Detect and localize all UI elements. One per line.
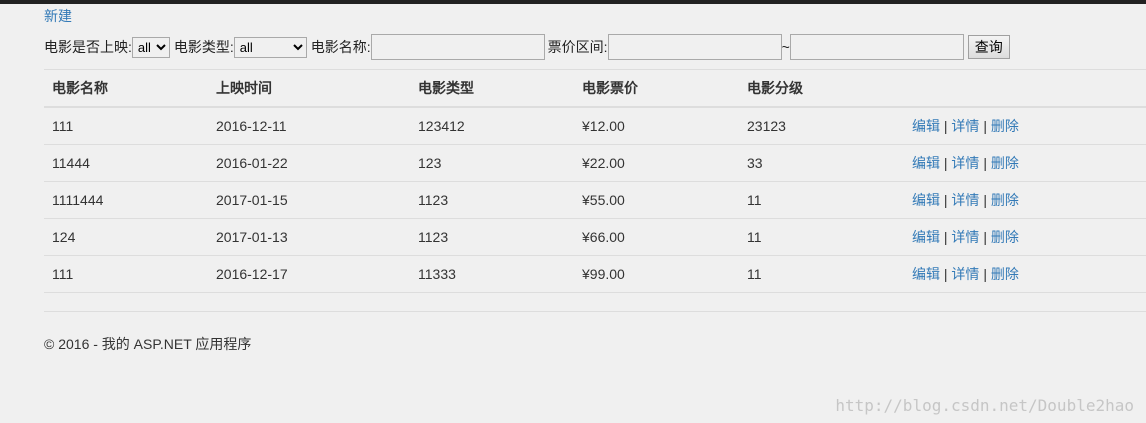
edit-link[interactable]: 编辑 <box>912 155 940 171</box>
table-row: 124 2017-01-13 1123 ¥66.00 11 编辑 | 详情 | 删除 <box>44 218 1146 256</box>
col-date: 上映时间 <box>208 69 410 108</box>
cell-actions: 编辑 | 详情 | 删除 <box>904 107 1146 145</box>
details-link[interactable]: 详情 <box>951 155 980 171</box>
edit-link[interactable]: 编辑 <box>912 266 940 282</box>
separator: | <box>943 192 948 208</box>
delete-link[interactable]: 删除 <box>990 192 1019 208</box>
cell-rating: 11 <box>739 218 904 256</box>
separator: | <box>943 229 948 245</box>
table-row: 1111444 2017-01-15 1123 ¥55.00 11 编辑 | 详情 | 删… <box>44 181 1146 219</box>
delete-link[interactable]: 删除 <box>990 155 1019 171</box>
cell-name: 1111444 <box>44 181 208 219</box>
edit-link[interactable]: 编辑 <box>912 192 940 208</box>
movie-table: 电影名称 上映时间 电影类型 电影票价 电影分级 111 2016-12-11 12… <box>44 69 1146 293</box>
separator: | <box>983 118 987 134</box>
cell-name: 124 <box>44 218 208 256</box>
name-input[interactable] <box>370 34 545 60</box>
price-min-input[interactable] <box>607 34 782 60</box>
search-button[interactable]: 查询 <box>967 35 1010 59</box>
filter-bar: 电影是否上映: all 电影类型: all 电影名称: 票价区间: ~ 查询 <box>44 34 1010 60</box>
cell-actions: 编辑 | 详情 | 删除 <box>904 181 1146 219</box>
cell-rating: 23123 <box>739 107 904 145</box>
cell-type: 11333 <box>410 255 574 293</box>
cell-date: 2017-01-15 <box>208 181 410 219</box>
footer-divider <box>44 311 1146 312</box>
cell-price: ¥66.00 <box>574 218 739 256</box>
new-link[interactable]: 新建 <box>44 8 72 24</box>
cell-price: ¥12.00 <box>574 107 739 145</box>
cell-date: 2016-12-17 <box>208 255 410 293</box>
cell-price: ¥22.00 <box>574 144 739 182</box>
cell-type: 1123 <box>410 181 574 219</box>
cell-actions: 编辑 | 详情 | 删除 <box>904 255 1146 293</box>
top-bar <box>0 0 1146 4</box>
cell-price: ¥55.00 <box>574 181 739 219</box>
edit-link[interactable]: 编辑 <box>912 118 940 134</box>
details-link[interactable]: 详情 <box>951 266 980 282</box>
details-link[interactable]: 详情 <box>951 229 980 245</box>
cell-date: 2016-12-11 <box>208 107 410 145</box>
details-link[interactable]: 详情 <box>951 192 980 208</box>
price-separator: ~ <box>781 39 790 55</box>
separator: | <box>943 155 948 171</box>
price-max-input[interactable] <box>789 34 964 60</box>
table-header: 电影名称 上映时间 电影类型 电影票价 电影分级 <box>44 69 1146 108</box>
footer: © 2016 - 我的 ASP.NET 应用程序 <box>44 336 252 352</box>
col-actions <box>904 69 1146 108</box>
cell-actions: 编辑 | 详情 | 删除 <box>904 144 1146 182</box>
price-label: 票价区间: <box>547 39 608 55</box>
table-row: 111 2016-12-17 11333 ¥99.00 11 编辑 | 详情 | 删除 <box>44 255 1146 293</box>
type-label: 电影类型: <box>173 39 234 55</box>
released-select[interactable]: all <box>131 36 170 58</box>
col-type: 电影类型 <box>410 69 574 108</box>
col-price: 电影票价 <box>574 69 739 108</box>
details-link[interactable]: 详情 <box>951 118 980 134</box>
col-rating: 电影分级 <box>739 69 904 108</box>
edit-link[interactable]: 编辑 <box>912 229 940 245</box>
released-label: 电影是否上映: <box>44 39 132 55</box>
delete-link[interactable]: 删除 <box>990 266 1019 282</box>
watermark: http://blog.csdn.net/Double2hao <box>835 396 1134 415</box>
separator: | <box>983 266 987 282</box>
separator: | <box>943 118 948 134</box>
name-label: 电影名称: <box>310 39 371 55</box>
cell-name: 11444 <box>44 144 208 182</box>
cell-price: ¥99.00 <box>574 255 739 293</box>
cell-date: 2016-01-22 <box>208 144 410 182</box>
delete-link[interactable]: 删除 <box>990 118 1019 134</box>
separator: | <box>983 155 987 171</box>
separator: | <box>983 192 987 208</box>
separator: | <box>983 229 987 245</box>
cell-type: 123412 <box>410 107 574 145</box>
cell-type: 123 <box>410 144 574 182</box>
cell-name: 111 <box>44 255 208 293</box>
table-row: 11444 2016-01-22 123 ¥22.00 33 编辑 | 详情 | 删除 <box>44 144 1146 182</box>
cell-type: 1123 <box>410 218 574 256</box>
cell-rating: 33 <box>739 144 904 182</box>
cell-rating: 11 <box>739 181 904 219</box>
cell-rating: 11 <box>739 255 904 293</box>
type-select[interactable]: all <box>233 36 307 58</box>
delete-link[interactable]: 删除 <box>990 229 1019 245</box>
table-row: 111 2016-12-11 123412 ¥12.00 23123 编辑 | 详情 | … <box>44 107 1146 145</box>
col-name: 电影名称 <box>44 69 208 108</box>
separator: | <box>943 266 948 282</box>
cell-date: 2017-01-13 <box>208 218 410 256</box>
cell-actions: 编辑 | 详情 | 删除 <box>904 218 1146 256</box>
cell-name: 111 <box>44 107 208 145</box>
